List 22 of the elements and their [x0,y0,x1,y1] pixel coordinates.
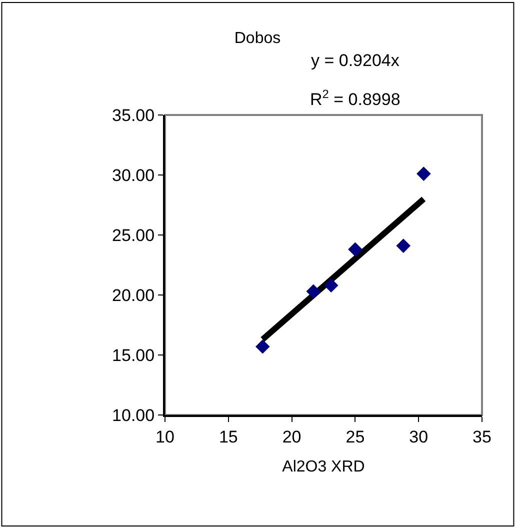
y-tick-label: 10.00 [112,406,155,425]
text: y = 0.9204x [311,51,400,70]
x-tick-label: 30 [409,427,428,446]
x-tick-label: 10 [156,427,174,446]
y-tick-label: 15.00 [112,346,155,365]
text: R$^{2}$ = 0.8998 [310,87,400,110]
y-tick-label: 25.00 [112,226,155,245]
x-axis-title: Al2O3 XRD [282,458,365,476]
x-tick-label: 15 [218,427,238,446]
y-tick-label: 20.00 [112,286,155,305]
y-tick-label: 35.00 [112,106,155,125]
x-tick-label: 35 [472,427,492,446]
point [255,339,270,354]
chart-title: Dobos [234,30,281,47]
y-tick-label: 30.00 [112,166,155,185]
x-tick-label: 25 [346,427,365,446]
point [324,278,338,293]
point [416,166,431,181]
point [348,242,362,257]
point [306,284,321,299]
x-tick-label: 20 [282,427,302,446]
point [396,238,411,253]
